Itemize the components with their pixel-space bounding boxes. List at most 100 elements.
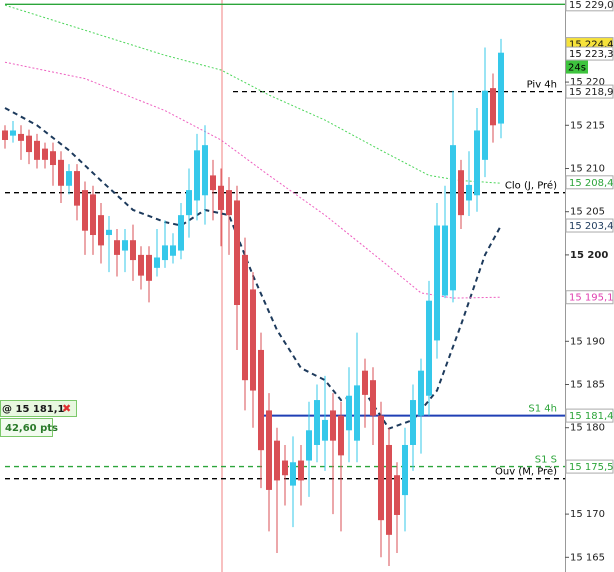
- level-tag-box: [565, 408, 614, 423]
- level-tag-box: [565, 459, 614, 474]
- level-tag-box: [565, 0, 614, 12]
- ma-tag-box: [565, 175, 614, 190]
- points-label: 42,60 pts: [5, 423, 58, 434]
- y-tick-label: 15 180: [570, 423, 605, 434]
- candle-body: [154, 257, 160, 268]
- candle-body: [466, 184, 472, 201]
- candle-body: [346, 395, 352, 431]
- plot-area: 15 165 15 170 15 180 15 185 15 190 15 200 15 2…: [2, 3, 608, 566]
- position-box[interactable]: @ 15 181,1 ✖ 42,60 pts: [0, 400, 77, 437]
- moving-average: [4, 107, 502, 430]
- candle-body: [250, 289, 256, 391]
- level-name: Ouv (M, Pré): [495, 466, 557, 478]
- candle-body: [146, 254, 152, 281]
- candle-body: [274, 440, 280, 481]
- candle-body: [10, 130, 16, 136]
- candle-body: [482, 90, 488, 160]
- candle-body: [442, 225, 448, 296]
- candle-body: [354, 385, 360, 441]
- candle-body: [418, 370, 424, 416]
- y-tick-label: 15 185: [570, 380, 605, 391]
- candle-body: [42, 148, 48, 160]
- candle-body: [402, 444, 408, 496]
- y-tick-label: 15 220: [570, 77, 605, 88]
- y-tick-label: 15 170: [570, 509, 605, 520]
- entry-label: @ 15 181,1: [2, 404, 65, 415]
- moving-average: [4, 61, 502, 299]
- candle-body: [186, 190, 192, 216]
- candle-body: [242, 254, 248, 381]
- level-name: S1 S: [535, 455, 557, 466]
- candle-body: [474, 130, 480, 196]
- y-tick-label: 15 205: [570, 207, 605, 218]
- candle-body: [434, 225, 440, 341]
- ma-tag: 15 203,4: [569, 221, 614, 232]
- ma-tag: 15 195,1: [569, 293, 614, 304]
- level-tag: 15 229,0: [569, 0, 614, 11]
- candle-body: [226, 190, 232, 216]
- candle-body: [50, 151, 56, 166]
- candle-body: [362, 370, 368, 395]
- candle-body: [114, 240, 120, 255]
- candle-body: [234, 200, 240, 306]
- candle-body: [498, 52, 504, 124]
- price-tag: 15 223,3: [569, 49, 614, 60]
- candle-body: [314, 400, 320, 445]
- y-tick-label: 15 165: [570, 552, 605, 563]
- timer: 24s: [568, 63, 586, 74]
- level-tag: 15 175,5: [569, 462, 614, 473]
- candle-body: [370, 380, 376, 416]
- candle-body: [306, 430, 312, 461]
- ma-tag-box: [565, 290, 614, 305]
- entry-box[interactable]: [0, 400, 77, 417]
- candle-body: [82, 190, 88, 231]
- candle-body: [322, 419, 328, 441]
- level-tag-box: [565, 84, 614, 99]
- ma-tag-box: [565, 218, 614, 233]
- candle-body: [66, 171, 72, 186]
- candle-body: [386, 444, 392, 535]
- y-tick-label: 15 190: [570, 336, 605, 347]
- level-name: Clo (J, Pré): [505, 180, 557, 192]
- candle-body: [290, 462, 296, 486]
- candle-body: [338, 415, 344, 456]
- candle-body: [74, 171, 80, 206]
- price-tag-box: [565, 46, 614, 61]
- candle-body: [450, 145, 456, 291]
- candle-body: [98, 215, 104, 246]
- close-icon[interactable]: ✖: [62, 402, 71, 415]
- candle-body: [130, 240, 136, 261]
- candle-body: [90, 194, 96, 236]
- candle-body: [202, 145, 208, 196]
- candle-body: [138, 254, 144, 276]
- candle-body: [426, 300, 432, 396]
- candle-body: [122, 240, 128, 251]
- candle-body: [330, 410, 336, 441]
- candle-body: [218, 185, 224, 210]
- candle-body: [58, 159, 64, 186]
- candle-body: [162, 245, 168, 261]
- level-name: S1 4h: [528, 404, 557, 415]
- points-box: [0, 418, 53, 437]
- candle-body: [378, 415, 384, 521]
- candle-body: [170, 245, 176, 256]
- candle-body: [194, 150, 200, 201]
- level-tag: 15 181,4: [569, 411, 614, 422]
- timer-box: [566, 60, 588, 74]
- candle-body: [458, 170, 464, 216]
- candle-body: [282, 460, 288, 476]
- candle-body: [18, 133, 24, 141]
- candle-body: [490, 88, 496, 126]
- ma-tag: 15 208,4: [569, 178, 614, 189]
- candle-body: [210, 175, 216, 191]
- candle-body: [394, 475, 400, 515]
- candle-body: [298, 460, 304, 481]
- candle-body: [410, 400, 416, 445]
- candle-body: [34, 140, 40, 160]
- y-tick-label: 15 215: [570, 120, 605, 131]
- candle-body: [26, 135, 32, 153]
- candle-body: [266, 410, 272, 490]
- price-tag: 15 224,4: [569, 40, 614, 51]
- level-tag: 15 218,9: [569, 87, 614, 98]
